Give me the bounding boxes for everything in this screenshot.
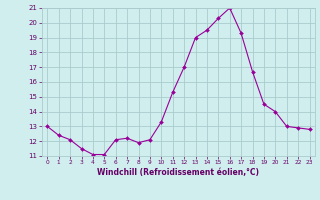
X-axis label: Windchill (Refroidissement éolien,°C): Windchill (Refroidissement éolien,°C) [97, 168, 260, 177]
